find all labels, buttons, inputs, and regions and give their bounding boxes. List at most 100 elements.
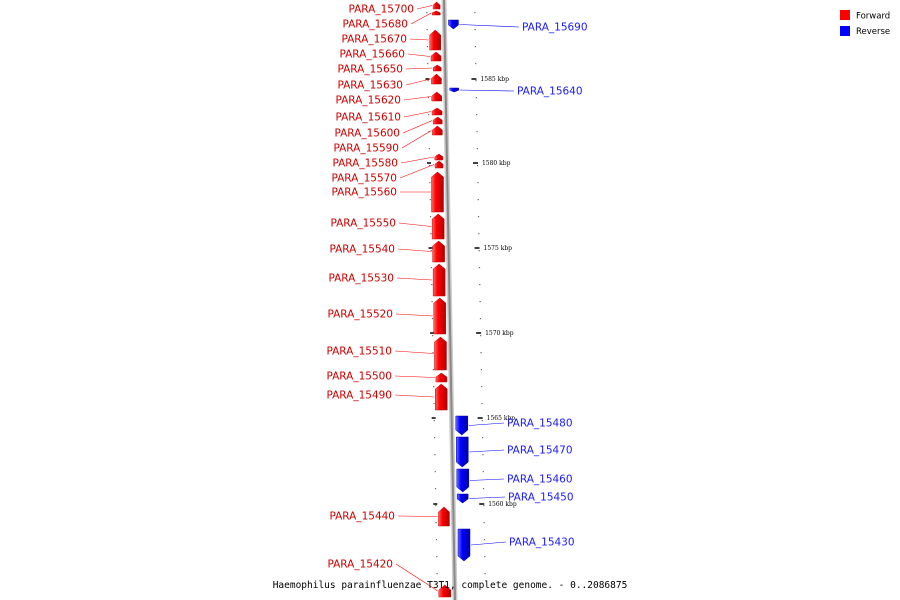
minor-tick-dot — [432, 335, 434, 337]
gene-label-reverse[interactable]: PARA_15430 — [509, 537, 575, 549]
gene-label-connector — [468, 422, 505, 426]
gene-label-connector — [470, 541, 507, 546]
minor-tick-dot — [434, 454, 436, 456]
gene-label-reverse[interactable]: PARA_15450 — [508, 492, 574, 504]
gene-label-connector — [403, 96, 431, 101]
gene-label-forward[interactable]: PARA_15670 — [341, 34, 407, 46]
gene-arrow-forward-15 — [432, 263, 446, 297]
gene-label-connector — [399, 164, 435, 179]
gene-arrow-forward-17 — [434, 336, 447, 371]
gene-label-forward[interactable]: PARA_15530 — [328, 273, 394, 285]
gene-label-forward[interactable]: PARA_15510 — [326, 346, 392, 358]
gene-label-reverse[interactable]: PARA_15460 — [507, 474, 573, 486]
gene-arrow-forward-5 — [431, 73, 442, 85]
minor-tick-dot — [483, 505, 485, 507]
minor-tick-dot — [435, 522, 437, 524]
minor-tick-dot — [484, 573, 486, 575]
gene-arrow-reverse-0 — [448, 19, 459, 30]
gene-label-connector — [394, 350, 434, 354]
gene-label-forward[interactable]: PARA_15610 — [335, 112, 401, 124]
gene-label-forward[interactable]: PARA_15590 — [333, 143, 399, 155]
minor-tick-dot — [434, 488, 437, 490]
gene-label-connector — [395, 313, 433, 317]
gene-label-connector — [469, 496, 506, 499]
minor-tick-dot — [429, 199, 431, 201]
minor-tick-dot — [429, 165, 431, 167]
gene-label-forward[interactable]: PARA_15520 — [327, 309, 393, 321]
minor-tick-dot — [479, 318, 482, 320]
gene-label-connector — [401, 130, 432, 149]
minor-tick-dot — [482, 437, 484, 439]
gene-label-forward[interactable]: PARA_15500 — [326, 371, 392, 383]
legend-reverse-swatch — [840, 26, 850, 36]
gene-arrow-forward-8 — [432, 116, 443, 125]
minor-tick-dot — [481, 403, 483, 405]
minor-tick-dot — [479, 301, 481, 303]
minor-tick-dot — [478, 267, 481, 269]
gene-label-reverse[interactable]: PARA_15470 — [507, 445, 573, 457]
gene-label-forward[interactable]: PARA_15650 — [337, 64, 403, 76]
minor-tick-dot — [477, 199, 479, 201]
gene-label-forward[interactable]: PARA_15680 — [342, 19, 408, 31]
gene-label-connector — [410, 12, 432, 25]
gene-label-forward[interactable]: PARA_15550 — [330, 218, 396, 230]
scale-tick-label: 1565 kbp — [487, 415, 516, 422]
gene-arrow-reverse-3 — [456, 436, 469, 468]
gene-label-forward[interactable]: PARA_15660 — [339, 49, 405, 61]
gene-label-forward[interactable]: PARA_15700 — [348, 4, 414, 16]
gene-label-connector — [407, 53, 431, 57]
minor-tick-dot — [426, 46, 429, 48]
gene-label-forward[interactable]: PARA_15420 — [327, 559, 393, 571]
minor-tick-dot — [474, 12, 476, 14]
gene-arrow-forward-1 — [431, 10, 441, 16]
minor-tick-dot — [480, 335, 482, 337]
gene-label-forward[interactable]: PARA_15620 — [335, 95, 401, 107]
minor-tick-dot — [428, 114, 430, 116]
gene-arrow-forward-13 — [431, 213, 445, 240]
gene-label-reverse[interactable]: PARA_15480 — [507, 418, 573, 430]
minor-tick-dot — [476, 131, 478, 133]
gene-label-connector — [396, 277, 433, 281]
gene-arrow-forward-7 — [431, 107, 443, 116]
gene-label-forward[interactable]: PARA_15600 — [334, 128, 400, 140]
legend-reverse-label: Reverse — [856, 27, 890, 37]
gene-label-connector — [469, 449, 505, 453]
gene-label-forward[interactable]: PARA_15440 — [329, 511, 395, 523]
minor-tick-dot — [484, 556, 486, 558]
minor-tick-dot — [427, 80, 429, 82]
gene-label-forward[interactable]: PARA_15560 — [331, 187, 397, 199]
minor-tick-dot — [432, 352, 434, 354]
gene-arrow-forward-19 — [435, 383, 448, 411]
gene-label-forward[interactable]: PARA_15580 — [332, 158, 398, 170]
minor-tick-dot — [483, 539, 486, 541]
minor-tick-dot — [474, 46, 477, 48]
gene-label-connector — [416, 5, 433, 10]
gene-label-forward[interactable]: PARA_15540 — [329, 244, 395, 256]
gene-label-forward[interactable]: PARA_15570 — [331, 173, 397, 185]
minor-tick-dot — [426, 29, 428, 31]
minor-tick-dot — [434, 471, 436, 473]
genome-title: Haemophilus parainfluenzae T3T1, complet… — [273, 580, 628, 591]
minor-tick-dot — [482, 471, 484, 473]
minor-tick-dot — [436, 556, 438, 558]
genome-backbone — [441, 0, 458, 600]
minor-tick-dot — [433, 420, 435, 422]
minor-tick-dot — [429, 182, 431, 184]
minor-tick-dot — [430, 250, 432, 252]
minor-tick-dot — [477, 165, 479, 167]
minor-tick-dot — [476, 148, 478, 150]
gene-label-forward[interactable]: PARA_15490 — [326, 390, 392, 402]
minor-tick-dot — [481, 420, 483, 422]
scale-tick-label: 1585 kbp — [480, 76, 509, 83]
gene-label-connector — [394, 375, 435, 378]
gene-label-forward[interactable]: PARA_15630 — [337, 80, 403, 92]
gene-label-reverse[interactable]: PARA_15690 — [522, 22, 588, 34]
gene-label-connector — [459, 24, 520, 28]
legend: Forward Reverse — [840, 10, 890, 37]
minor-tick-dot — [427, 97, 429, 99]
gene-label-connector — [469, 478, 505, 481]
minor-tick-dot — [477, 182, 479, 184]
gene-arrow-reverse-1 — [449, 87, 459, 93]
gene-label-reverse[interactable]: PARA_15640 — [517, 86, 583, 98]
legend-forward-label: Forward — [856, 12, 890, 22]
